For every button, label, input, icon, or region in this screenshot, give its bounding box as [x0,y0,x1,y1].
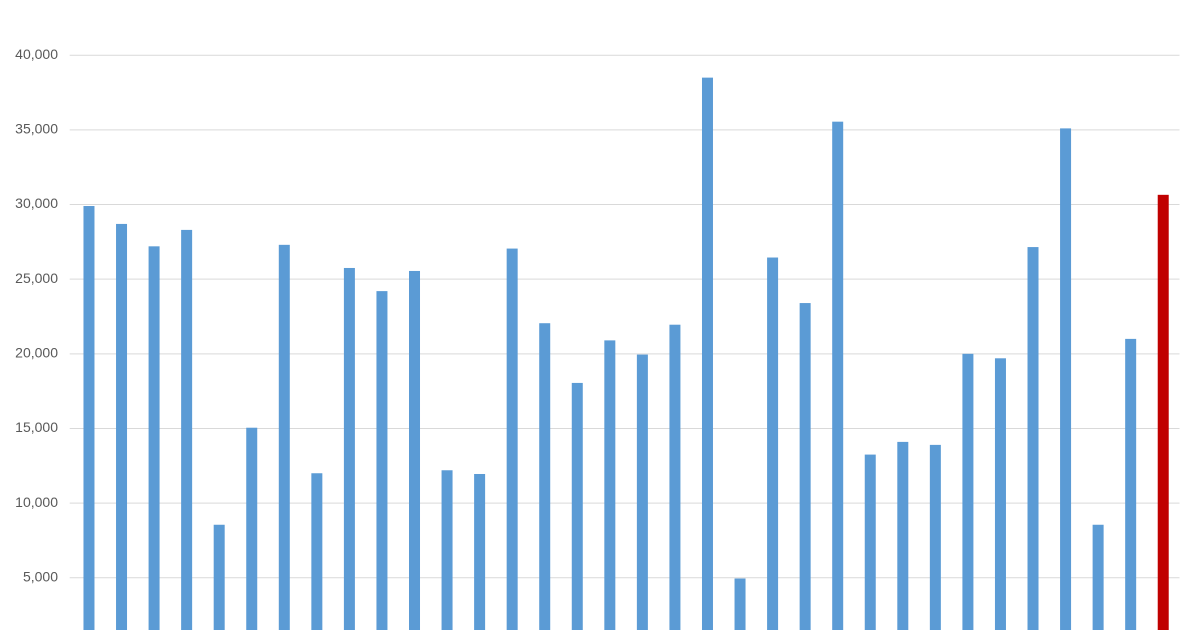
y-tick-label: 30,000 [15,195,58,211]
bar [1027,247,1039,630]
bar [994,358,1006,630]
bar [181,229,193,630]
bar [213,524,225,630]
bar [343,267,355,630]
bar [962,353,974,630]
bar [734,578,746,630]
bar [604,340,616,630]
bar [246,427,258,630]
bar [669,324,681,630]
y-tick-label: 15,000 [15,419,58,435]
bar [701,77,713,630]
bar [571,382,583,630]
bar [636,354,648,630]
bar [767,257,779,630]
bar [897,441,909,630]
bar [832,121,844,630]
y-tick-label: 10,000 [15,494,58,510]
bar [1157,194,1169,630]
bar [799,303,811,630]
bar [474,473,486,630]
bar [1060,128,1072,630]
bar [1092,524,1104,630]
y-tick-label: 5,000 [23,568,58,584]
bar [278,244,290,630]
bar [409,270,421,630]
bar [539,323,551,630]
bar [376,291,388,630]
bar [929,444,941,630]
y-tick-label: 35,000 [15,121,58,137]
bar [1125,338,1137,630]
bar [441,470,453,630]
bar [83,206,95,630]
bar [506,248,518,630]
y-tick-label: 25,000 [15,270,58,286]
bar [148,246,160,630]
y-tick-label: 20,000 [15,345,58,361]
bar [864,454,876,630]
y-tick-label: 40,000 [15,46,58,62]
bar [311,473,323,630]
bar [116,223,128,630]
